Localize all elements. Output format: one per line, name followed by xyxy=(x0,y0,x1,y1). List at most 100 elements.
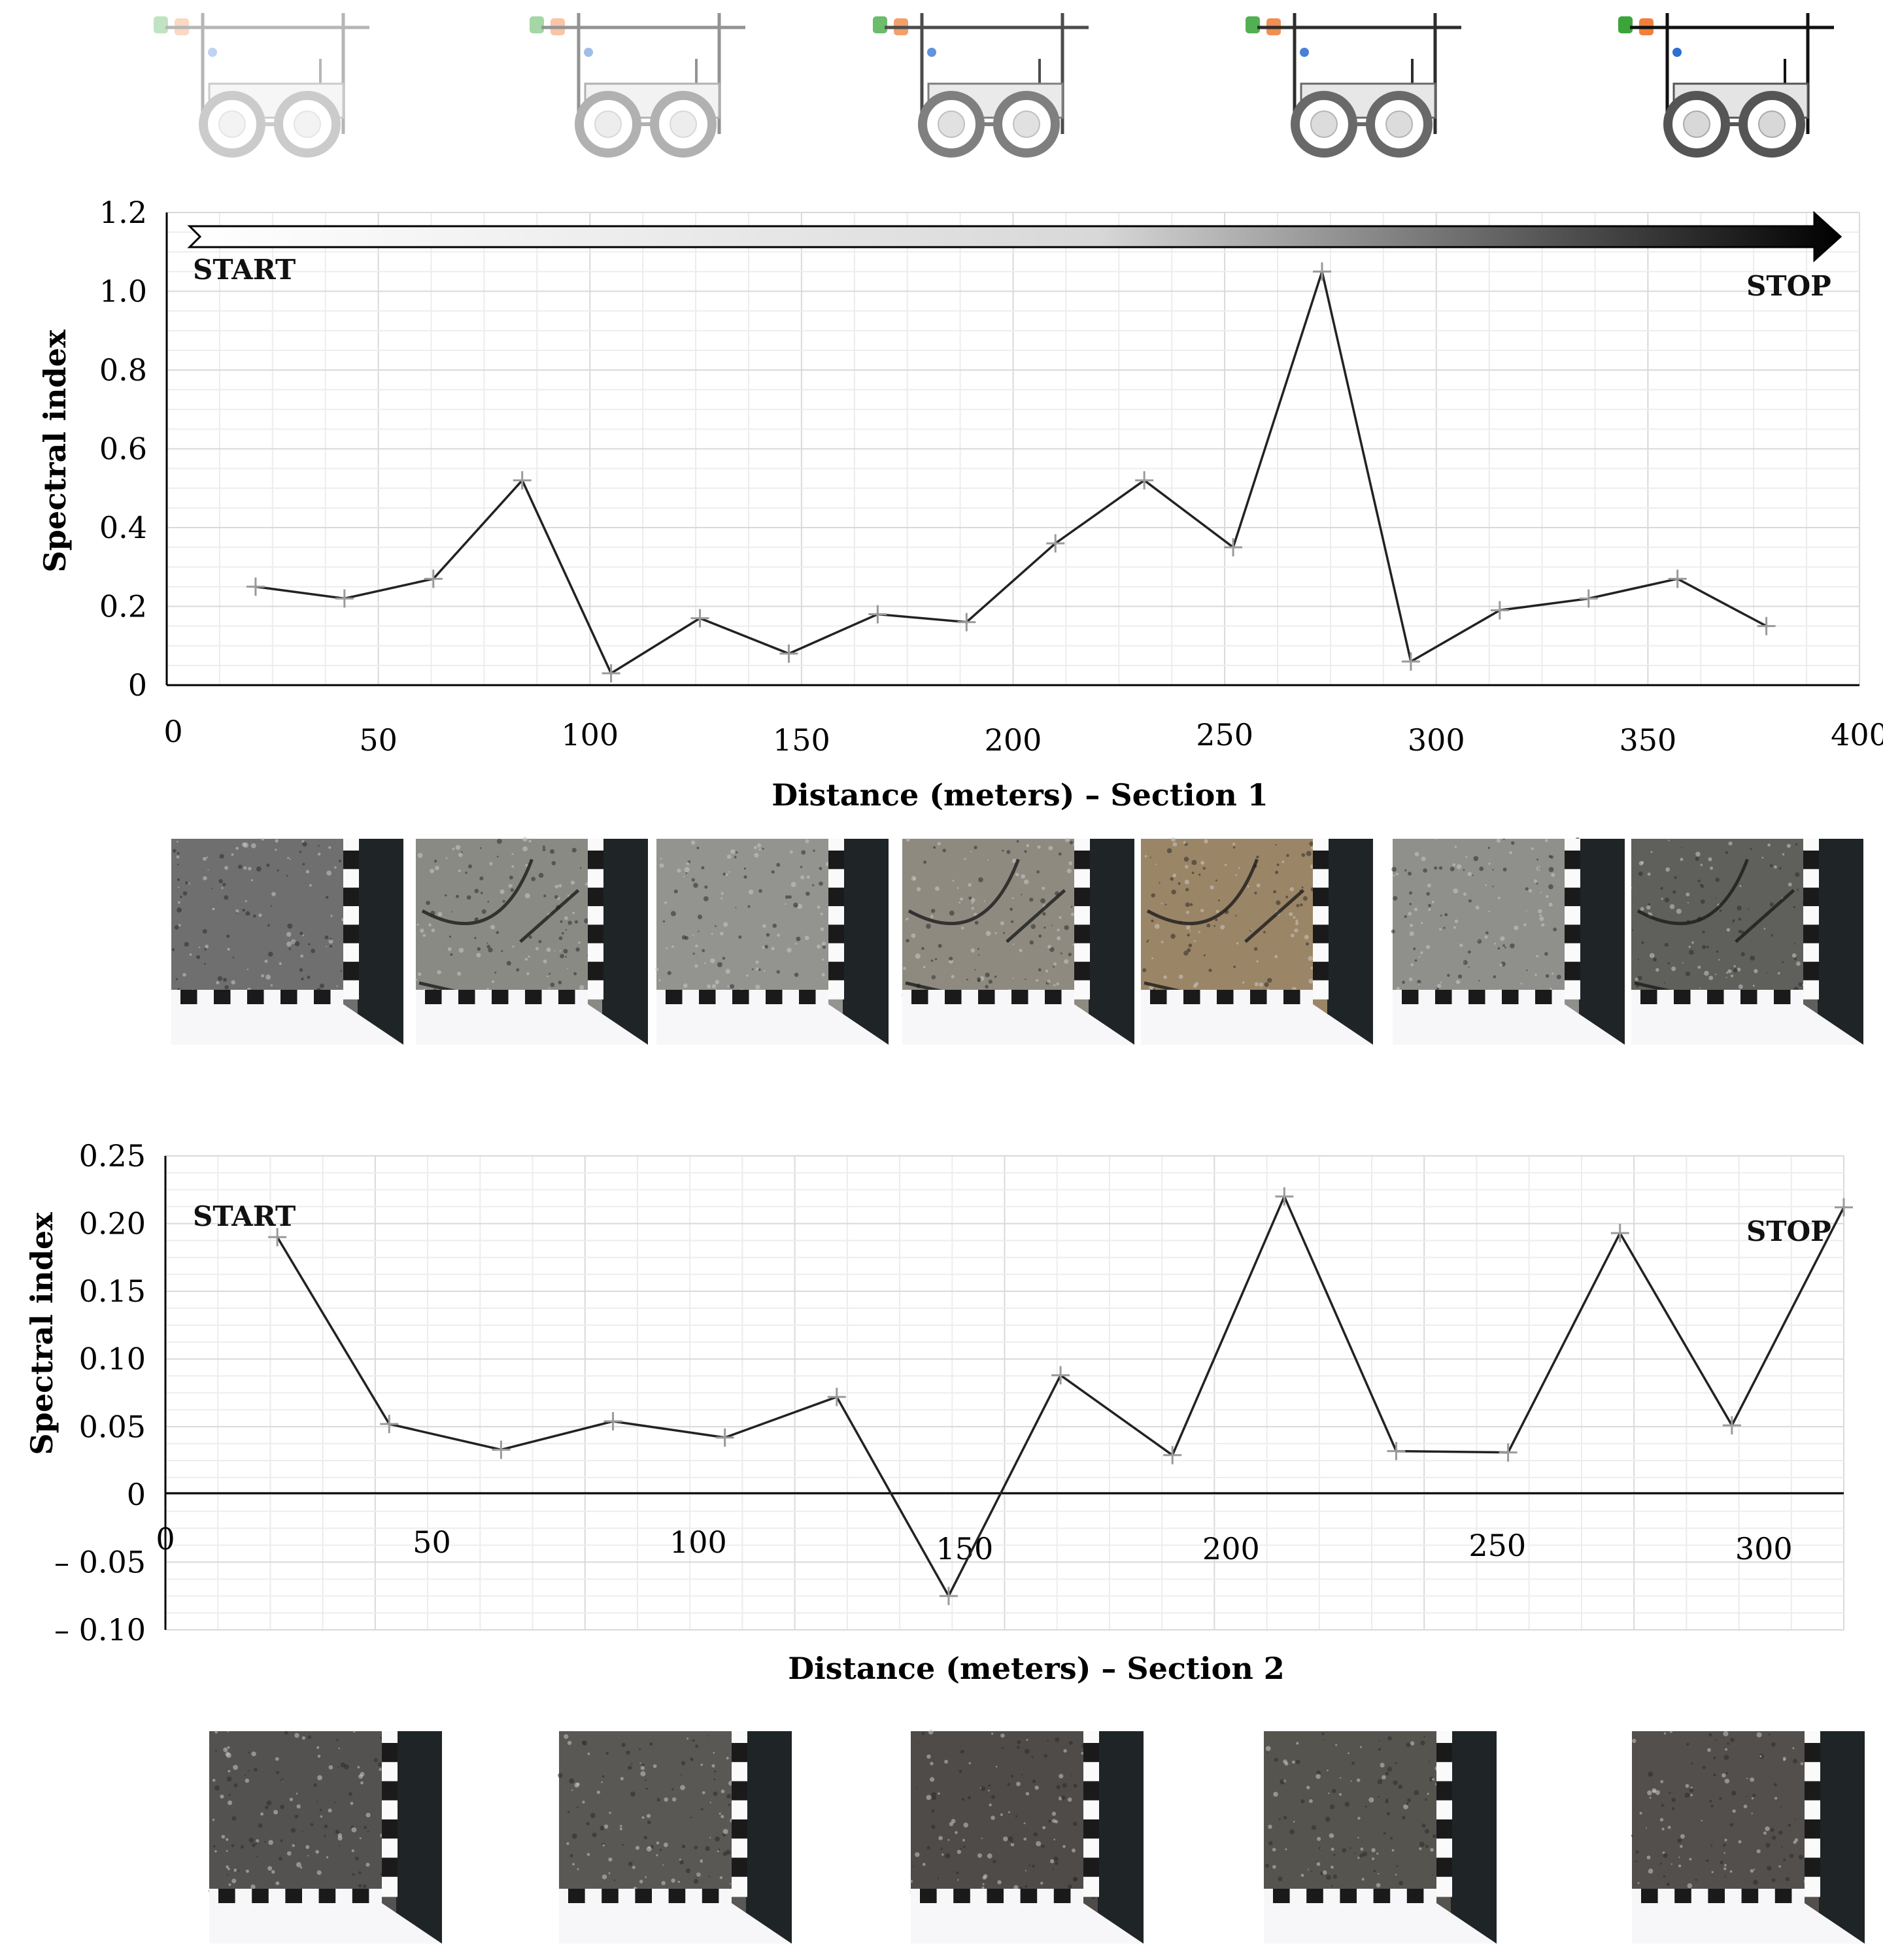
data-point xyxy=(1275,1187,1294,1206)
section-1-points xyxy=(246,262,1776,683)
sensor-dot xyxy=(208,48,217,57)
y-tick-label: 0.05 xyxy=(79,1409,146,1444)
section-1-pavement-photos xyxy=(171,836,1863,1045)
data-point xyxy=(1135,471,1154,490)
data-point xyxy=(1490,601,1509,620)
y-tick-label: 0.8 xyxy=(99,352,147,388)
data-point xyxy=(1046,534,1065,553)
data-point xyxy=(1163,1445,1182,1464)
sensor-dot xyxy=(1300,48,1309,57)
x-tick-label: 200 xyxy=(1202,1531,1260,1566)
data-point xyxy=(1757,617,1776,635)
y-tick-label: – 0.05 xyxy=(54,1544,146,1580)
section-1-grid xyxy=(166,212,1860,686)
data-point xyxy=(957,613,976,632)
data-point xyxy=(1668,569,1687,588)
direction-arrow xyxy=(187,211,1842,263)
section-2-start-label: START xyxy=(193,1200,296,1232)
data-point xyxy=(690,609,709,628)
pavement-photo xyxy=(1264,1731,1497,1944)
section-2-points xyxy=(268,1187,1853,1606)
sensor-green xyxy=(873,16,887,33)
y-tick-label: 0.20 xyxy=(79,1206,146,1242)
cart-wheel xyxy=(274,91,341,158)
pavement-photo xyxy=(171,837,403,1045)
data-point xyxy=(939,1587,958,1606)
section-2-stop-label: STOP xyxy=(1746,1215,1831,1247)
section-1-series-line xyxy=(255,267,1767,675)
pavement-photo xyxy=(655,839,889,1045)
pavement-photo xyxy=(1631,839,1863,1045)
y-tick-label: 0.2 xyxy=(99,589,147,624)
x-tick-label: 350 xyxy=(1619,722,1676,758)
data-point xyxy=(1312,262,1331,281)
x-tick-label: 50 xyxy=(413,1525,451,1560)
x-tick-label: 300 xyxy=(1408,722,1465,758)
sensor-orange xyxy=(175,18,189,35)
pavement-photo xyxy=(209,1730,442,1944)
y-tick-label: 0.6 xyxy=(99,431,147,467)
y-tick-label: 0.10 xyxy=(79,1342,146,1377)
section-2-grid xyxy=(165,1155,1844,1631)
cart-wheel xyxy=(650,91,717,158)
cart-illustration xyxy=(1618,13,1834,158)
cart-wheel xyxy=(575,91,641,158)
section-2-pavement-photos xyxy=(209,1729,1865,1944)
data-point xyxy=(513,471,532,490)
y-tick-label: 0.15 xyxy=(79,1274,146,1309)
y-tick-label: 0 xyxy=(128,667,147,703)
section-2-x-ticks: 0 50 100 150 200 250 300 xyxy=(156,1521,1792,1566)
data-point xyxy=(380,1415,399,1434)
cart-wheel xyxy=(199,91,265,158)
sensor-dot xyxy=(927,48,936,57)
data-point xyxy=(827,1387,846,1406)
x-tick-label: 100 xyxy=(561,717,619,752)
y-tick-label: 0.4 xyxy=(99,510,147,545)
data-point xyxy=(603,1412,622,1430)
data-point xyxy=(1499,1443,1518,1462)
section-2-y-ticks: 0.25 0.20 0.15 0.10 0.05 0 – 0.05 – 0.10 xyxy=(54,1138,146,1647)
data-point xyxy=(715,1428,734,1447)
x-tick-label: 0 xyxy=(163,714,182,749)
x-tick-label: 50 xyxy=(359,722,398,758)
data-point xyxy=(1224,538,1243,557)
x-tick-label: 100 xyxy=(670,1525,727,1560)
pavement-photo xyxy=(415,836,648,1045)
y-tick-label: – 0.10 xyxy=(54,1612,146,1647)
data-point xyxy=(602,664,620,683)
data-point xyxy=(1051,1366,1070,1385)
section-1-x-title: Distance (meters) – Section 1 xyxy=(772,777,1268,813)
cart-illustration xyxy=(1246,13,1461,158)
sensor-green xyxy=(154,16,168,33)
y-tick-label: 1.2 xyxy=(99,195,147,230)
section-1-start-label: START xyxy=(193,254,296,286)
section-1-x-ticks: 0 50 100 150 200 250 300 350 400 xyxy=(163,714,1883,758)
y-tick-label: 1.0 xyxy=(99,274,147,309)
x-tick-label: 300 xyxy=(1735,1531,1793,1566)
section-1-y-title: Spectral index xyxy=(37,329,73,573)
data-point xyxy=(1722,1416,1741,1435)
section-2-series-line xyxy=(276,1193,1845,1598)
cart-illustrations xyxy=(154,13,1834,158)
cart-illustration xyxy=(530,13,745,158)
y-tick-label: 0 xyxy=(127,1477,146,1512)
section-1-stop-label: STOP xyxy=(1746,270,1831,302)
pavement-photo xyxy=(901,837,1134,1045)
data-point xyxy=(1579,589,1598,608)
x-tick-label: 400 xyxy=(1831,717,1883,752)
cart-illustration xyxy=(873,13,1089,158)
section-2-y-title: Spectral index xyxy=(24,1212,59,1455)
data-point xyxy=(1610,1224,1629,1243)
section-2-chart: 0.25 0.20 0.15 0.10 0.05 0 – 0.05 – 0.10 0 50 100… xyxy=(24,1138,1853,1686)
data-point xyxy=(335,589,354,608)
data-point xyxy=(246,577,265,596)
x-tick-label: 200 xyxy=(985,722,1042,758)
x-tick-label: 150 xyxy=(773,722,830,758)
section-1-chart: 0 0.2 0.4 0.6 0.8 1.0 1.2 0 50 100 150 200 250 300 35… xyxy=(37,195,1883,813)
sensor-orange xyxy=(551,18,565,35)
data-point xyxy=(1835,1198,1853,1217)
pavement-photo xyxy=(1141,837,1373,1045)
section-2-x-title: Distance (meters) – Section 2 xyxy=(788,1651,1285,1686)
y-tick-label: 0.25 xyxy=(79,1138,146,1174)
